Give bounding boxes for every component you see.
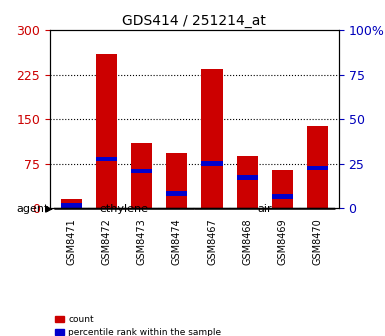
Bar bbox=[60, 203, 82, 208]
Bar bbox=[131, 169, 152, 173]
Bar bbox=[159, 208, 194, 209]
Title: GDS414 / 251214_at: GDS414 / 251214_at bbox=[122, 14, 266, 28]
Bar bbox=[166, 153, 187, 208]
Bar bbox=[300, 208, 335, 209]
Bar bbox=[166, 191, 187, 196]
Legend: count, percentile rank within the sample: count, percentile rank within the sample bbox=[55, 315, 221, 336]
Bar bbox=[54, 208, 89, 209]
Bar bbox=[201, 161, 223, 166]
Bar bbox=[272, 194, 293, 199]
Bar bbox=[237, 175, 258, 180]
Bar bbox=[96, 157, 117, 161]
Text: ethylene: ethylene bbox=[99, 204, 149, 214]
Bar bbox=[131, 143, 152, 208]
Bar bbox=[201, 69, 223, 208]
Text: air: air bbox=[258, 204, 272, 214]
Bar bbox=[194, 208, 229, 209]
Text: agent: agent bbox=[16, 204, 48, 214]
Bar bbox=[96, 54, 117, 208]
Bar bbox=[307, 166, 328, 170]
Bar bbox=[124, 208, 159, 209]
Bar bbox=[89, 208, 124, 209]
Bar bbox=[60, 200, 82, 208]
Bar bbox=[265, 208, 300, 209]
Bar bbox=[237, 156, 258, 208]
Bar bbox=[272, 170, 293, 208]
Bar bbox=[229, 208, 265, 209]
Bar bbox=[307, 126, 328, 208]
